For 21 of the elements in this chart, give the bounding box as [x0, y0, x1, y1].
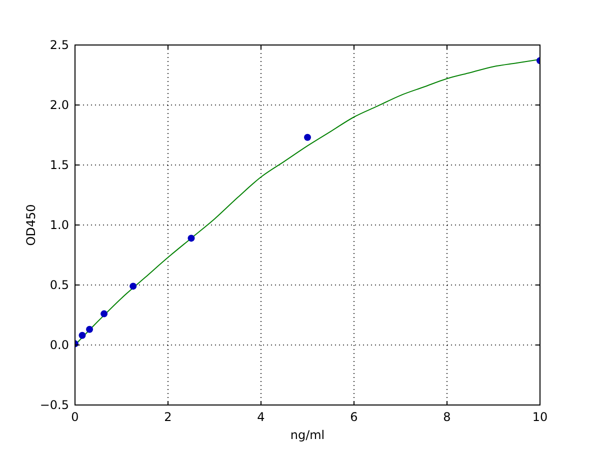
- x-tick-label: 10: [532, 410, 548, 424]
- x-tick-label: 0: [71, 410, 79, 424]
- y-tick-label: 0.5: [50, 278, 69, 292]
- y-tick-label: 1.5: [50, 158, 69, 172]
- y-axis-title: OD450: [24, 204, 38, 246]
- x-tick-label: 8: [443, 410, 451, 424]
- x-axis-title: ng/ml: [290, 428, 325, 442]
- x-tick-label: 2: [164, 410, 172, 424]
- x-tick-label: 6: [350, 410, 358, 424]
- y-tick-label: 0.0: [50, 338, 69, 352]
- point: [100, 310, 108, 318]
- y-tick-label: 2.5: [50, 38, 69, 52]
- point: [78, 332, 86, 339]
- point: [86, 326, 94, 333]
- point: [188, 234, 195, 242]
- point: [130, 282, 137, 290]
- y-tick-label: 2.0: [50, 98, 69, 112]
- y-tick-label: −0.5: [40, 398, 69, 412]
- x-tick-label: 4: [257, 410, 265, 424]
- y-tick-label: 1.0: [50, 218, 69, 232]
- point: [304, 134, 311, 141]
